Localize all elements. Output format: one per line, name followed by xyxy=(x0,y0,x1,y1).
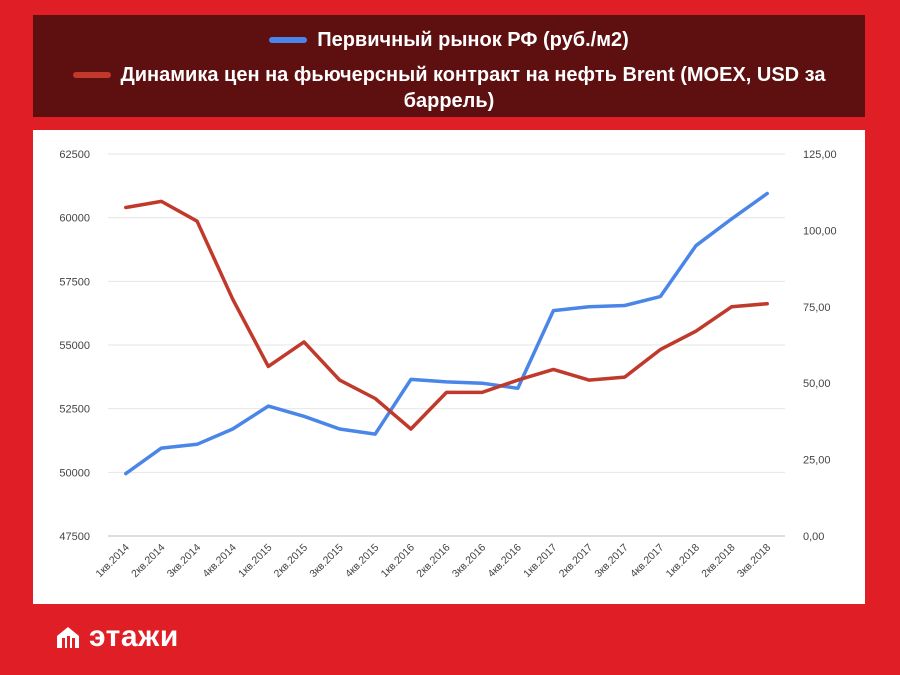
right-axis-tick-label: 50,00 xyxy=(803,378,831,390)
x-axis-tick-label: 1кв.2018 xyxy=(664,542,703,581)
x-axis-tick-label: 4кв.2014 xyxy=(200,542,239,581)
x-axis-tick-label: 2кв.2015 xyxy=(272,542,311,581)
legend-swatch-red xyxy=(72,72,111,78)
x-axis-tick-label: 1кв.2015 xyxy=(236,542,275,581)
left-axis-tick-label: 50000 xyxy=(59,467,90,479)
x-axis-tick-label: 3кв.2018 xyxy=(735,542,774,581)
logo-text: этажи xyxy=(89,620,179,653)
right-axis-tick-label: 125,00 xyxy=(803,149,837,161)
legend-item-brent: Динамика цен на фьючерсный контракт на н… xyxy=(33,62,865,114)
right-axis-tick-label: 0,00 xyxy=(803,531,824,543)
legend: Первичный рынок РФ (руб./м2) Динамика це… xyxy=(33,15,865,117)
left-axis-tick-label: 47500 xyxy=(59,531,90,543)
x-axis-tick-label: 2кв.2014 xyxy=(129,542,168,581)
legend-swatch-blue xyxy=(269,37,308,43)
chart-area: 62500 60000 57500 55000 52500 50000 47500 125,0… xyxy=(33,130,865,604)
left-axis-tick-label: 60000 xyxy=(59,213,90,225)
x-axis-tick-label: 1кв.2014 xyxy=(94,542,133,581)
series-line-primary-market xyxy=(124,191,769,476)
left-axis-tick-label: 52500 xyxy=(59,404,90,416)
legend-label-brent-line2: баррель) xyxy=(403,90,495,112)
x-axis-tick-label: 3кв.2015 xyxy=(307,542,346,581)
legend-label-brent-line1: Динамика цен на фьючерсный контракт на н… xyxy=(120,64,826,86)
house-icon xyxy=(57,627,79,648)
line-chart: 62500 60000 57500 55000 52500 50000 47500 125,0… xyxy=(59,149,837,581)
x-axis-tick-label: 4кв.2017 xyxy=(628,542,667,581)
legend-label-primary-market: Первичный рынок РФ (руб./м2) xyxy=(317,29,629,51)
x-axis-tick-label: 3кв.2016 xyxy=(450,542,489,581)
x-axis-tick-label: 4кв.2016 xyxy=(485,542,524,581)
logo: этажи xyxy=(55,619,179,655)
left-axis-tick-label: 57500 xyxy=(59,276,90,288)
x-axis-tick-label: 2кв.2018 xyxy=(699,542,738,581)
x-axis-tick-label: 1кв.2017 xyxy=(521,542,560,581)
series-line-brent xyxy=(124,199,769,431)
legend-item-primary-market: Первичный рынок РФ (руб./м2) xyxy=(33,27,865,53)
left-axis-tick-label: 55000 xyxy=(59,340,90,352)
right-axis-tick-label: 100,00 xyxy=(803,225,837,237)
x-axis-tick-label: 2кв.2017 xyxy=(557,542,596,581)
x-axis-tick-label: 1кв.2016 xyxy=(379,542,418,581)
x-axis-tick-label: 4кв.2015 xyxy=(343,542,382,581)
x-axis-tick-label: 2кв.2016 xyxy=(414,542,453,581)
left-axis-tick-label: 62500 xyxy=(59,149,90,161)
right-axis-tick-label: 75,00 xyxy=(803,302,831,314)
x-axis-tick-label: 3кв.2017 xyxy=(592,542,631,581)
right-axis-tick-label: 25,00 xyxy=(803,455,831,467)
x-axis-tick-label: 3кв.2014 xyxy=(165,542,204,581)
